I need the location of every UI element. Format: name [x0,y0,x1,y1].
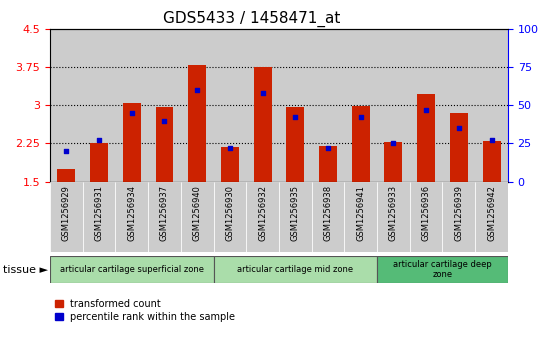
Bar [123,103,141,182]
Text: articular cartilage mid zone: articular cartilage mid zone [237,265,353,274]
Bar [246,29,279,182]
Bar [450,113,468,182]
Point [455,125,463,131]
Point [291,115,300,121]
Bar [58,169,75,182]
FancyBboxPatch shape [246,182,279,252]
Bar [377,29,410,182]
Text: GSM1256942: GSM1256942 [487,185,496,241]
FancyBboxPatch shape [214,256,377,283]
Text: articular cartilage deep
zone: articular cartilage deep zone [393,260,492,279]
Bar [188,65,206,182]
Text: articular cartilage superficial zone: articular cartilage superficial zone [60,265,204,274]
Bar [385,142,402,182]
FancyBboxPatch shape [50,182,83,252]
FancyBboxPatch shape [83,182,116,252]
FancyBboxPatch shape [377,256,508,283]
Text: GSM1256941: GSM1256941 [356,185,365,241]
Text: GDS5433 / 1458471_at: GDS5433 / 1458471_at [164,11,341,27]
Point [258,90,267,96]
Bar [286,107,305,182]
Bar [442,29,475,182]
Text: GSM1256929: GSM1256929 [62,185,71,241]
FancyBboxPatch shape [312,182,344,252]
Point [389,140,398,146]
Bar [221,147,239,182]
Text: GSM1256931: GSM1256931 [95,185,104,241]
FancyBboxPatch shape [475,182,508,252]
Bar [253,67,272,182]
Text: GSM1256940: GSM1256940 [193,185,202,241]
FancyBboxPatch shape [116,182,148,252]
Text: GSM1256939: GSM1256939 [454,185,463,241]
Bar [148,29,181,182]
FancyBboxPatch shape [377,182,410,252]
Point [95,138,103,143]
FancyBboxPatch shape [214,182,246,252]
Point [62,148,70,154]
Text: GSM1256935: GSM1256935 [291,185,300,241]
Legend: transformed count, percentile rank within the sample: transformed count, percentile rank withi… [55,299,236,322]
FancyBboxPatch shape [50,256,214,283]
Text: GSM1256938: GSM1256938 [323,185,332,241]
Text: tissue ►: tissue ► [3,265,48,274]
Bar [155,107,173,182]
Bar [319,146,337,182]
Point [324,145,332,151]
Bar [83,29,116,182]
Point [487,138,496,143]
FancyBboxPatch shape [410,182,442,252]
Text: GSM1256933: GSM1256933 [389,185,398,241]
Text: GSM1256930: GSM1256930 [225,185,235,241]
Point [225,145,234,151]
Point [160,118,169,123]
FancyBboxPatch shape [148,182,181,252]
FancyBboxPatch shape [442,182,475,252]
Bar [181,29,214,182]
FancyBboxPatch shape [181,182,214,252]
Bar [410,29,442,182]
Text: GSM1256937: GSM1256937 [160,185,169,241]
Point [193,87,202,93]
Text: GSM1256936: GSM1256936 [422,185,430,241]
Bar [312,29,344,182]
Point [356,115,365,121]
Bar [475,29,508,182]
FancyBboxPatch shape [279,182,312,252]
Point [128,110,136,116]
Bar [50,29,83,182]
Bar [279,29,312,182]
Text: GSM1256934: GSM1256934 [128,185,136,241]
Bar [116,29,148,182]
Text: GSM1256932: GSM1256932 [258,185,267,241]
Bar [214,29,246,182]
FancyBboxPatch shape [344,182,377,252]
Bar [417,94,435,182]
Point [422,107,430,113]
Bar [352,106,370,182]
Bar [483,141,500,182]
Bar [90,143,108,182]
Bar [344,29,377,182]
